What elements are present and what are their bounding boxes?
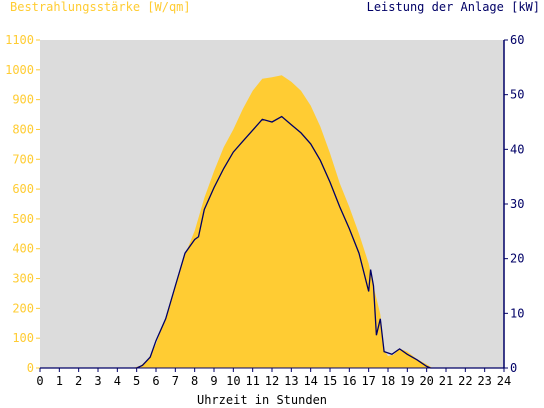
left-tick-label: 300 — [12, 272, 34, 286]
x-tick-label: 1 — [56, 374, 63, 388]
left-axis-title: Bestrahlungsstärke [W/qm] — [10, 0, 191, 14]
power-line — [40, 115, 504, 369]
irradiance-area-layer — [40, 75, 504, 368]
left-tick-label: 100 — [12, 331, 34, 345]
x-tick-label: 21 — [439, 374, 453, 388]
x-tick-label: 8 — [191, 374, 198, 388]
left-tick-label: 700 — [12, 152, 34, 166]
x-tick-label: 14 — [303, 374, 317, 388]
x-tick-label: 12 — [265, 374, 279, 388]
x-tick-label: 0 — [36, 374, 43, 388]
irradiance-area — [40, 75, 504, 368]
right-tick-label: 0 — [510, 361, 517, 375]
right-tick-label: 20 — [510, 252, 524, 266]
x-tick-label: 9 — [210, 374, 217, 388]
x-axis-label: Uhrzeit in Stunden — [197, 393, 327, 407]
left-tick-label: 1000 — [5, 63, 34, 77]
x-tick-label: 20 — [419, 374, 433, 388]
x-tick-label: 3 — [94, 374, 101, 388]
x-tick-label: 2 — [75, 374, 82, 388]
x-tick-label: 24 — [497, 374, 511, 388]
left-tick-label: 800 — [12, 122, 34, 136]
x-tick-label: 23 — [477, 374, 491, 388]
x-tick-label: 15 — [323, 374, 337, 388]
x-tick-label: 18 — [381, 374, 395, 388]
axes-layer: 0100200300400500600700800900100011000102… — [5, 33, 524, 388]
x-tick-label: 5 — [133, 374, 140, 388]
right-axis-title: Leistung der Anlage [kW] — [367, 0, 540, 14]
x-tick-label: 17 — [361, 374, 375, 388]
x-tick-label: 10 — [226, 374, 240, 388]
left-tick-label: 600 — [12, 182, 34, 196]
x-tick-label: 22 — [458, 374, 472, 388]
right-tick-label: 30 — [510, 197, 524, 211]
x-tick-label: 16 — [342, 374, 356, 388]
power-line-layer — [40, 115, 504, 369]
x-tick-label: 13 — [284, 374, 298, 388]
x-tick-label: 6 — [152, 374, 159, 388]
x-tick-label: 4 — [114, 374, 121, 388]
right-tick-label: 40 — [510, 142, 524, 156]
left-tick-label: 200 — [12, 301, 34, 315]
x-tick-label: 11 — [245, 374, 259, 388]
left-tick-label: 900 — [12, 93, 34, 107]
x-tick-label: 7 — [172, 374, 179, 388]
left-tick-label: 400 — [12, 242, 34, 256]
left-tick-label: 500 — [12, 212, 34, 226]
left-tick-label: 1100 — [5, 33, 34, 47]
right-tick-label: 50 — [510, 88, 524, 102]
left-tick-label: 0 — [27, 361, 34, 375]
right-tick-label: 10 — [510, 306, 524, 320]
x-tick-label: 19 — [400, 374, 414, 388]
right-tick-label: 60 — [510, 33, 524, 47]
